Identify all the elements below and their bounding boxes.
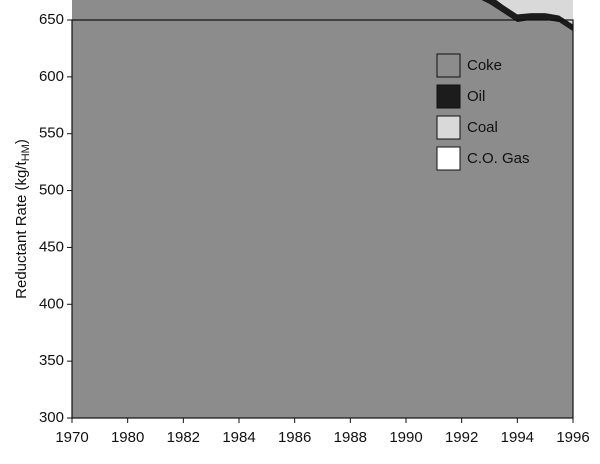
legend-label: Oil xyxy=(467,88,485,105)
y-tick-label: 450 xyxy=(39,238,64,255)
legend-swatch xyxy=(436,146,461,171)
x-tick-label: 1992 xyxy=(445,429,478,446)
y-tick-label: 500 xyxy=(39,182,64,199)
y-tick-label: 300 xyxy=(39,409,64,426)
y-tick-label: 350 xyxy=(39,352,64,369)
x-tick-label: 1986 xyxy=(278,429,311,446)
x-tick-label: 1984 xyxy=(222,429,255,446)
y-axis-label-main: Reductant Rate (kg/t xyxy=(13,160,30,298)
x-tick-label: 1990 xyxy=(389,429,422,446)
legend-label: Coal xyxy=(467,119,498,136)
legend-swatch xyxy=(436,53,461,78)
plot-frame xyxy=(71,19,574,419)
y-tick-label: 400 xyxy=(39,295,64,312)
area xyxy=(481,0,573,32)
legend-swatch xyxy=(436,115,461,140)
y-tick-label: 650 xyxy=(39,11,64,28)
y-tick-label: 600 xyxy=(39,68,64,85)
legend-label: Coke xyxy=(467,57,502,74)
y-axis-label-sub: HM xyxy=(20,144,32,161)
x-tick-label: 1996 xyxy=(556,429,589,446)
legend-swatch xyxy=(436,84,461,109)
area xyxy=(496,0,573,25)
x-tick-label: 1970 xyxy=(55,429,88,446)
y-axis-label-end: ) xyxy=(13,139,30,144)
x-tick-label: 1982 xyxy=(167,429,200,446)
x-tick-label: 1988 xyxy=(334,429,367,446)
x-tick-label: 1980 xyxy=(111,429,144,446)
y-axis-label: Reductant Rate (kg/tHM) xyxy=(13,139,32,299)
y-tick-label: 550 xyxy=(39,125,64,142)
x-tick-label: 1994 xyxy=(501,429,534,446)
legend-label: C.O. Gas xyxy=(467,150,530,167)
